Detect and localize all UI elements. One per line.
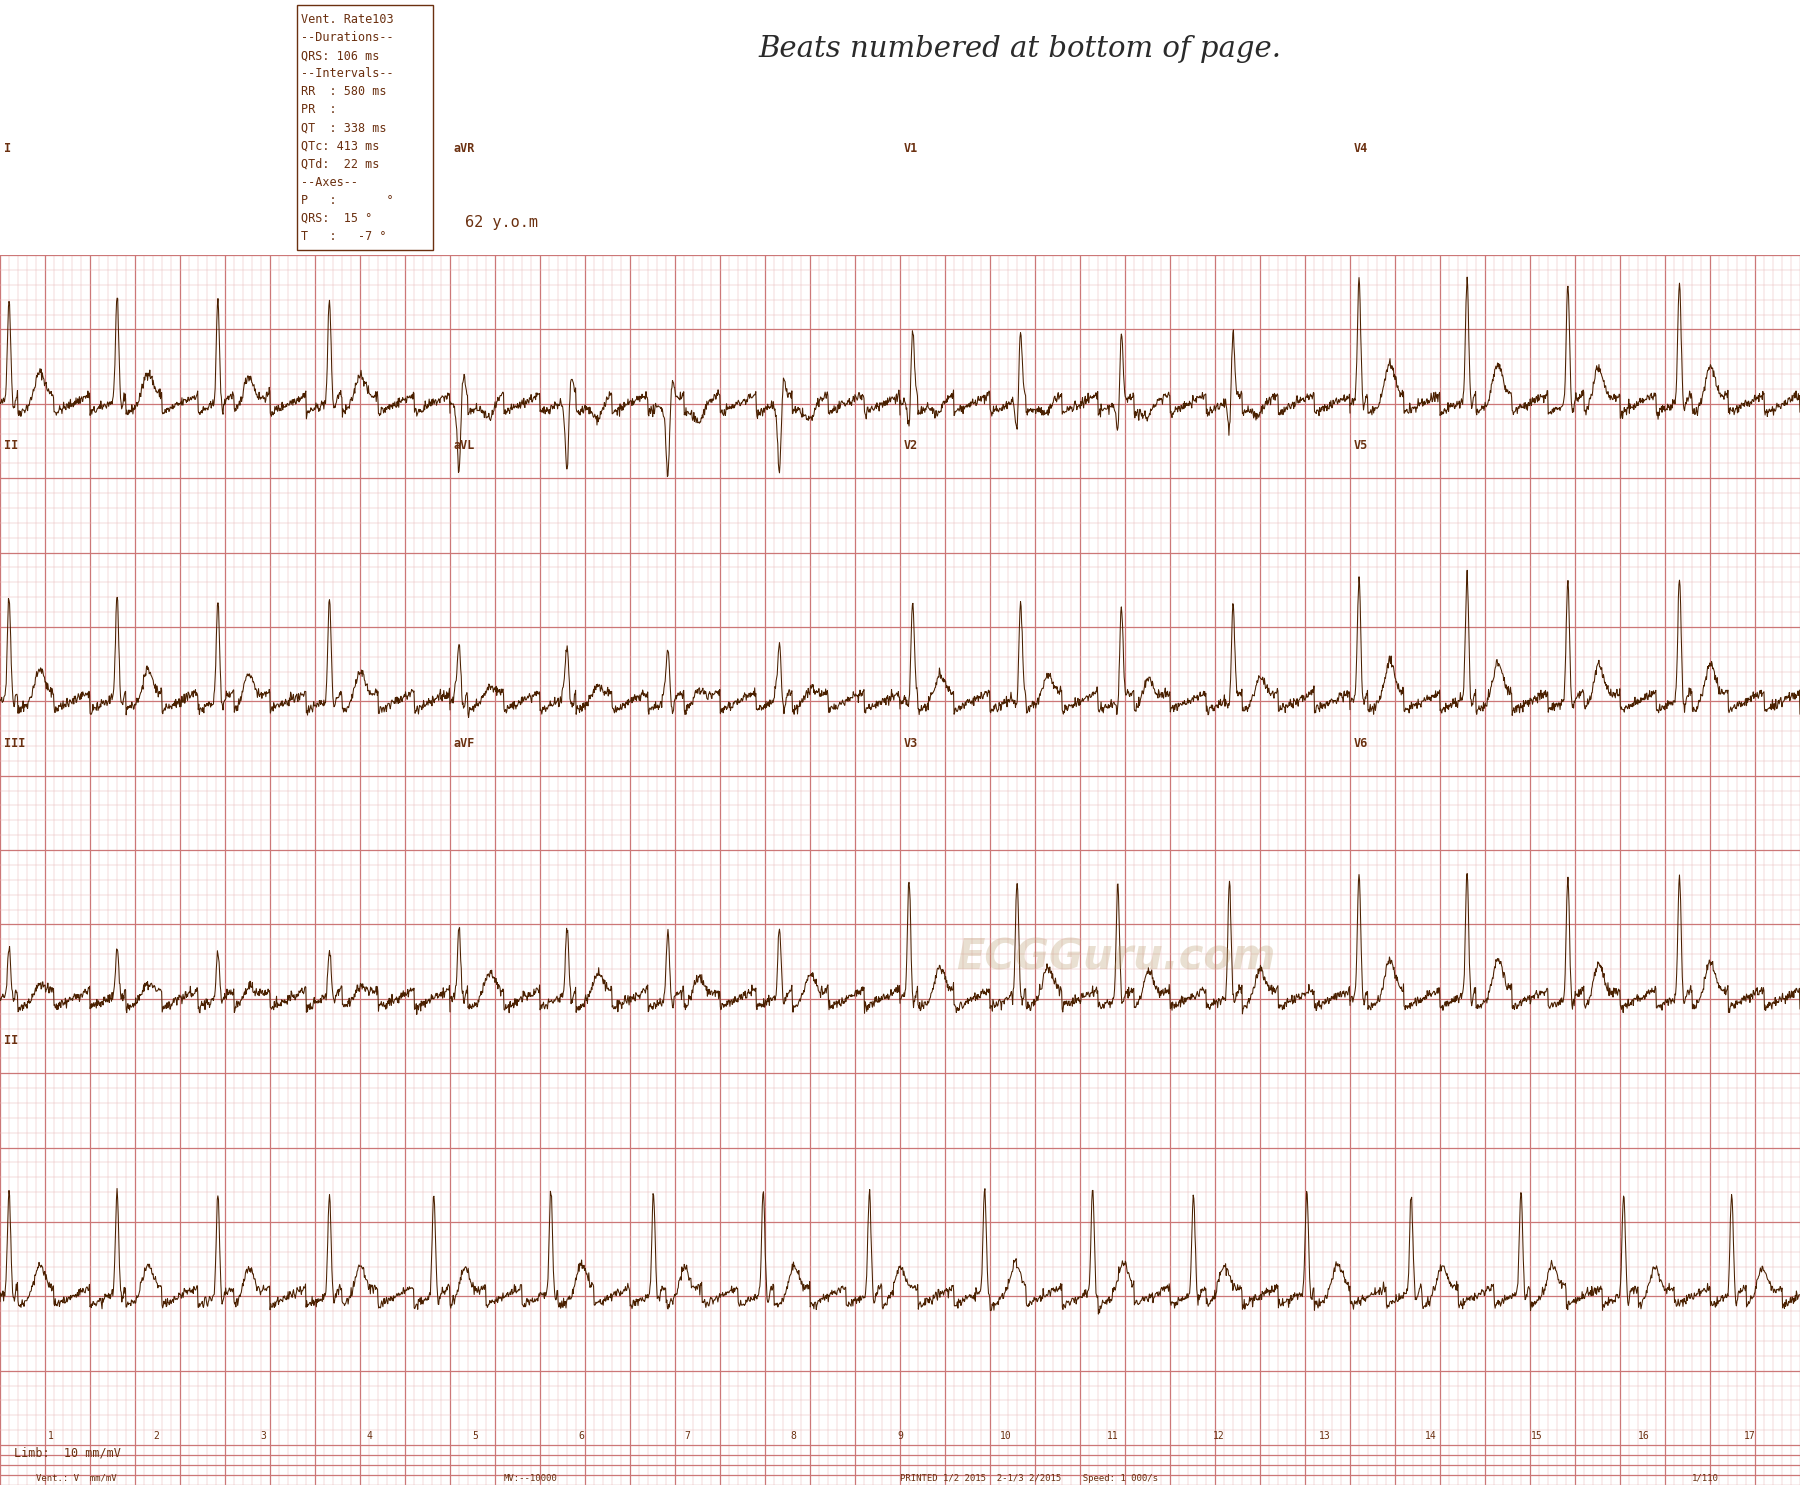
Text: Limb:  10 mm/mV: Limb: 10 mm/mV	[14, 1446, 121, 1460]
Text: QRS: 106 ms: QRS: 106 ms	[301, 49, 380, 62]
Text: 5: 5	[472, 1432, 479, 1440]
Text: 16: 16	[1638, 1432, 1649, 1440]
Text: V4: V4	[1354, 143, 1368, 154]
Bar	[297, 4, 434, 249]
Text: 10: 10	[1001, 1432, 1012, 1440]
Text: 8: 8	[790, 1432, 797, 1440]
Text: aVF: aVF	[454, 737, 475, 750]
Text: --Intervals--: --Intervals--	[301, 67, 394, 80]
Text: 13: 13	[1319, 1432, 1330, 1440]
Text: Vent. Rate103: Vent. Rate103	[301, 13, 394, 27]
Text: 4: 4	[365, 1432, 373, 1440]
Text: Vent.: V  mm/mV: Vent.: V mm/mV	[36, 1473, 117, 1482]
Text: MV:--10000: MV:--10000	[504, 1473, 558, 1482]
Text: ECGGuru.com: ECGGuru.com	[956, 936, 1276, 979]
Text: QTd:  22 ms: QTd: 22 ms	[301, 157, 380, 171]
Text: I: I	[4, 143, 11, 154]
Text: PRINTED 1/2 2015  2-1/3 2/2015    Speed: 1 000/s: PRINTED 1/2 2015 2-1/3 2/2015 Speed: 1 0…	[900, 1473, 1157, 1482]
Text: 1: 1	[47, 1432, 54, 1440]
Text: QT  : 338 ms: QT : 338 ms	[301, 122, 387, 135]
Text: --Durations--: --Durations--	[301, 31, 394, 45]
Text: --Axes--: --Axes--	[301, 175, 358, 189]
Text: 6: 6	[578, 1432, 585, 1440]
Text: 2: 2	[153, 1432, 160, 1440]
Text: QTc: 413 ms: QTc: 413 ms	[301, 140, 380, 153]
Text: 12: 12	[1213, 1432, 1224, 1440]
Text: III: III	[4, 737, 25, 750]
Text: Beats numbered at bottom of page.: Beats numbered at bottom of page.	[758, 36, 1282, 62]
Text: 9: 9	[896, 1432, 904, 1440]
Text: V1: V1	[904, 143, 918, 154]
Text: QRS:  15 °: QRS: 15 °	[301, 212, 373, 224]
Text: II: II	[4, 440, 18, 453]
Text: aVL: aVL	[454, 440, 475, 453]
Text: 15: 15	[1532, 1432, 1543, 1440]
Text: 3: 3	[259, 1432, 266, 1440]
Text: RR  : 580 ms: RR : 580 ms	[301, 85, 387, 98]
Text: 14: 14	[1426, 1432, 1436, 1440]
Text: V2: V2	[904, 440, 918, 453]
Text: V3: V3	[904, 737, 918, 750]
Text: T   :   -7 °: T : -7 °	[301, 230, 387, 244]
Text: aVR: aVR	[454, 143, 475, 154]
Text: 7: 7	[684, 1432, 691, 1440]
Text: 17: 17	[1744, 1432, 1755, 1440]
Text: 1/110: 1/110	[1692, 1473, 1719, 1482]
Text: 11: 11	[1107, 1432, 1118, 1440]
Text: PR  :: PR :	[301, 104, 337, 116]
Text: II: II	[4, 1035, 18, 1047]
Text: 62 y.o.m: 62 y.o.m	[464, 215, 538, 230]
Text: P   :       °: P : °	[301, 193, 394, 206]
Text: V5: V5	[1354, 440, 1368, 453]
Text: V6: V6	[1354, 737, 1368, 750]
